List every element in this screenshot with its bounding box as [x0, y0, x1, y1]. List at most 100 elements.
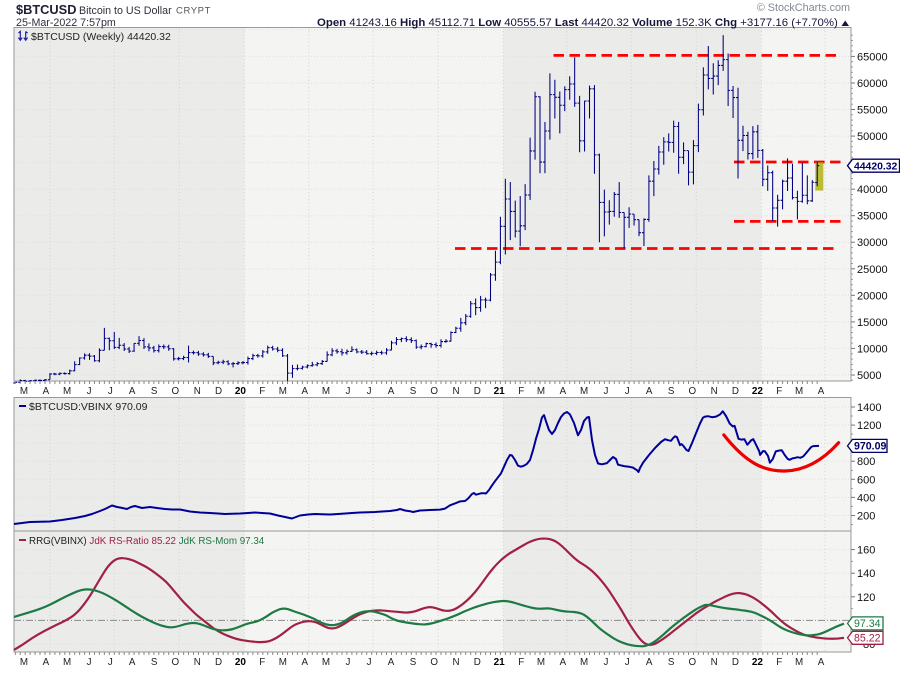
svg-text:J: J: [345, 386, 350, 397]
svg-text:F: F: [518, 386, 524, 397]
svg-text:J: J: [604, 386, 609, 397]
svg-text:970.09: 970.09: [854, 441, 887, 453]
svg-text:S: S: [151, 657, 158, 668]
svg-text:D: D: [215, 386, 222, 397]
svg-text:$BTCUSD:VBINX 970.09: $BTCUSD:VBINX 970.09: [29, 401, 148, 413]
svg-text:N: N: [194, 386, 201, 397]
svg-text:800: 800: [857, 456, 875, 468]
svg-text:J: J: [625, 657, 630, 668]
svg-text:S: S: [410, 657, 417, 668]
svg-text:D: D: [732, 657, 739, 668]
svg-text:22: 22: [752, 657, 764, 668]
svg-text:J: J: [108, 657, 113, 668]
svg-text:J: J: [625, 386, 630, 397]
svg-text:200: 200: [857, 511, 875, 523]
svg-text:A: A: [302, 386, 309, 397]
svg-text:$BTCUSD: $BTCUSD: [16, 2, 76, 17]
svg-text:A: A: [818, 386, 825, 397]
svg-text:M: M: [63, 657, 71, 668]
svg-text:S: S: [668, 386, 675, 397]
svg-text:D: D: [474, 657, 481, 668]
svg-text:140: 140: [857, 568, 875, 580]
svg-text:N: N: [194, 657, 201, 668]
svg-text:21: 21: [494, 657, 506, 668]
svg-text:$BTCUSD (Weekly) 44420.32: $BTCUSD (Weekly) 44420.32: [31, 31, 171, 43]
svg-text:D: D: [474, 386, 481, 397]
svg-text:25-Mar-2022 7:57pm: 25-Mar-2022 7:57pm: [16, 17, 116, 29]
svg-text:22: 22: [752, 386, 764, 397]
svg-text:O: O: [430, 386, 438, 397]
svg-text:40000: 40000: [857, 184, 888, 196]
svg-text:O: O: [430, 657, 438, 668]
svg-text:A: A: [43, 386, 50, 397]
svg-text:A: A: [388, 386, 395, 397]
svg-text:21: 21: [494, 386, 506, 397]
svg-text:400: 400: [857, 492, 875, 504]
svg-text:M: M: [580, 657, 588, 668]
svg-text:O: O: [171, 657, 179, 668]
svg-text:M: M: [537, 657, 545, 668]
svg-text:10000: 10000: [857, 343, 888, 355]
svg-text:J: J: [87, 657, 92, 668]
svg-text:N: N: [453, 386, 460, 397]
svg-text:J: J: [345, 657, 350, 668]
svg-text:M: M: [580, 386, 588, 397]
svg-text:M: M: [63, 386, 71, 397]
svg-text:M: M: [20, 657, 28, 668]
svg-text:Bitcoin to US Dollar: Bitcoin to US Dollar: [79, 5, 172, 17]
svg-text:RRG(VBINX) JdK RS-Ratio 85.22: RRG(VBINX) JdK RS-Ratio 85.22 JdK RS-Mom…: [29, 536, 265, 547]
svg-text:F: F: [776, 386, 782, 397]
svg-text:J: J: [367, 386, 372, 397]
svg-text:M: M: [279, 386, 287, 397]
svg-text:N: N: [711, 657, 718, 668]
svg-text:A: A: [646, 657, 653, 668]
svg-text:120: 120: [857, 592, 875, 604]
svg-text:15000: 15000: [857, 317, 888, 329]
svg-text:M: M: [795, 657, 803, 668]
svg-text:N: N: [453, 657, 460, 668]
svg-text:20: 20: [235, 657, 247, 668]
svg-text:J: J: [108, 386, 113, 397]
svg-text:A: A: [646, 386, 653, 397]
svg-text:A: A: [129, 657, 136, 668]
svg-text:M: M: [279, 657, 287, 668]
svg-text:O: O: [171, 386, 179, 397]
svg-text:S: S: [151, 386, 158, 397]
svg-text:CRYPT: CRYPT: [176, 6, 211, 17]
svg-text:S: S: [410, 386, 417, 397]
svg-text:65000: 65000: [857, 51, 888, 63]
svg-text:Open 41243.16 High 45112.71 Lo: Open 41243.16 High 45112.71 Low 40555.57…: [317, 17, 838, 29]
svg-text:J: J: [87, 386, 92, 397]
svg-text:A: A: [818, 657, 825, 668]
svg-text:N: N: [711, 386, 718, 397]
svg-text:A: A: [43, 657, 50, 668]
svg-text:1200: 1200: [857, 420, 881, 432]
svg-text:44420.32: 44420.32: [854, 162, 898, 173]
svg-text:600: 600: [857, 474, 875, 486]
svg-text:M: M: [795, 386, 803, 397]
svg-text:5000: 5000: [857, 370, 881, 382]
svg-text:F: F: [259, 386, 265, 397]
svg-text:F: F: [259, 657, 265, 668]
svg-text:M: M: [322, 657, 330, 668]
svg-text:J: J: [367, 657, 372, 668]
svg-text:55000: 55000: [857, 105, 888, 117]
svg-text:O: O: [688, 657, 696, 668]
svg-text:60000: 60000: [857, 78, 888, 90]
svg-text:97.34: 97.34: [854, 618, 881, 630]
svg-text:A: A: [560, 657, 567, 668]
svg-text:M: M: [20, 386, 28, 397]
svg-text:25000: 25000: [857, 264, 888, 276]
svg-text:F: F: [518, 657, 524, 668]
svg-text:S: S: [668, 657, 675, 668]
svg-text:F: F: [776, 657, 782, 668]
svg-text:30000: 30000: [857, 237, 888, 249]
svg-text:160: 160: [857, 545, 875, 557]
svg-text:A: A: [388, 657, 395, 668]
svg-text:85.22: 85.22: [854, 633, 881, 645]
svg-text:A: A: [560, 386, 567, 397]
svg-text:A: A: [129, 386, 136, 397]
svg-text:D: D: [732, 386, 739, 397]
svg-text:M: M: [322, 386, 330, 397]
svg-text:1400: 1400: [857, 402, 881, 414]
